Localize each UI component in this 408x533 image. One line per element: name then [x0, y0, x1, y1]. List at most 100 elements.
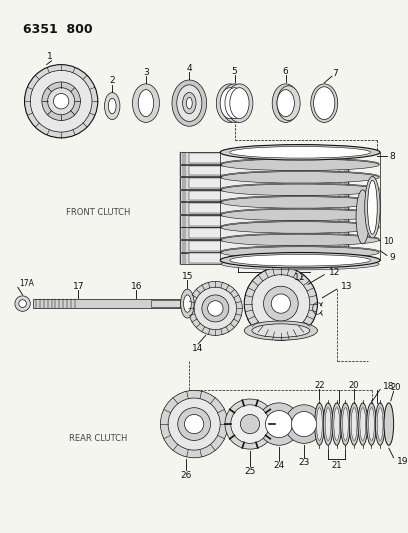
Circle shape	[168, 398, 220, 450]
Circle shape	[42, 82, 80, 120]
Bar	[180, 253, 348, 264]
Ellipse shape	[230, 88, 249, 118]
Ellipse shape	[221, 197, 379, 208]
Ellipse shape	[177, 85, 202, 122]
Ellipse shape	[221, 196, 379, 207]
Ellipse shape	[184, 295, 191, 312]
Text: 8: 8	[390, 152, 395, 160]
Text: 9: 9	[390, 253, 395, 262]
Bar	[180, 203, 348, 214]
Ellipse shape	[244, 321, 317, 340]
Ellipse shape	[181, 289, 194, 318]
Ellipse shape	[221, 259, 379, 270]
Text: 18: 18	[383, 382, 395, 391]
Circle shape	[202, 295, 229, 322]
Circle shape	[244, 267, 317, 340]
Text: 17: 17	[73, 282, 84, 291]
Circle shape	[208, 301, 223, 316]
Ellipse shape	[221, 172, 379, 183]
Text: 7: 7	[332, 69, 338, 78]
Bar	[33, 299, 180, 309]
Ellipse shape	[351, 408, 357, 440]
Text: 4: 4	[186, 64, 192, 73]
Circle shape	[30, 70, 92, 132]
Ellipse shape	[186, 98, 192, 109]
Ellipse shape	[375, 403, 385, 445]
Ellipse shape	[334, 408, 339, 440]
Ellipse shape	[221, 222, 379, 233]
Ellipse shape	[230, 254, 370, 266]
Bar	[180, 215, 348, 227]
Ellipse shape	[221, 158, 379, 169]
Bar	[180, 190, 348, 201]
Ellipse shape	[325, 408, 331, 440]
Bar	[189, 191, 339, 200]
Ellipse shape	[343, 408, 348, 440]
Circle shape	[48, 88, 75, 115]
Text: 11: 11	[295, 273, 306, 282]
Ellipse shape	[323, 403, 333, 445]
Circle shape	[19, 300, 27, 308]
Bar	[189, 179, 339, 188]
Ellipse shape	[172, 80, 207, 126]
Ellipse shape	[367, 403, 376, 445]
Text: 2: 2	[109, 76, 115, 85]
Circle shape	[258, 403, 300, 445]
Text: FRONT CLUTCH: FRONT CLUTCH	[66, 207, 130, 216]
Bar	[151, 300, 180, 308]
Bar	[180, 152, 348, 164]
Circle shape	[53, 93, 69, 109]
Circle shape	[15, 296, 30, 311]
Bar	[189, 254, 339, 263]
Ellipse shape	[317, 408, 322, 440]
Ellipse shape	[341, 403, 350, 445]
Ellipse shape	[368, 408, 375, 440]
Ellipse shape	[315, 403, 324, 445]
Circle shape	[160, 390, 228, 458]
Ellipse shape	[138, 90, 154, 117]
Ellipse shape	[356, 190, 370, 244]
Ellipse shape	[377, 408, 383, 440]
Text: 3: 3	[143, 68, 149, 77]
Text: 26: 26	[181, 471, 192, 480]
Text: 6351  800: 6351 800	[22, 23, 92, 36]
Circle shape	[188, 281, 242, 335]
Ellipse shape	[230, 147, 370, 158]
Bar	[189, 154, 339, 163]
Text: 5: 5	[232, 67, 237, 76]
Circle shape	[24, 64, 98, 138]
Text: 14: 14	[192, 344, 204, 353]
Ellipse shape	[221, 234, 379, 246]
Text: 15: 15	[182, 272, 193, 281]
Text: 25: 25	[244, 467, 256, 476]
Bar	[189, 204, 339, 213]
Ellipse shape	[221, 221, 379, 232]
Bar	[180, 165, 348, 176]
Circle shape	[194, 287, 237, 329]
Ellipse shape	[221, 159, 379, 171]
Text: 19: 19	[397, 457, 408, 466]
Text: 24: 24	[273, 461, 284, 470]
Ellipse shape	[220, 253, 380, 268]
Bar	[189, 241, 339, 251]
Ellipse shape	[311, 84, 338, 123]
Ellipse shape	[221, 247, 379, 259]
Ellipse shape	[226, 84, 253, 123]
Bar	[180, 240, 348, 252]
Ellipse shape	[225, 88, 244, 118]
Ellipse shape	[221, 233, 379, 245]
Text: 16: 16	[131, 282, 142, 291]
Ellipse shape	[349, 403, 359, 445]
Ellipse shape	[277, 86, 300, 120]
Bar	[189, 166, 339, 175]
Ellipse shape	[220, 88, 239, 118]
Text: 20: 20	[349, 381, 359, 390]
Bar	[189, 216, 339, 225]
Circle shape	[231, 405, 269, 443]
Ellipse shape	[368, 180, 377, 234]
Ellipse shape	[216, 84, 243, 123]
Ellipse shape	[221, 84, 248, 123]
Ellipse shape	[272, 84, 299, 123]
Text: 17A: 17A	[20, 279, 35, 288]
Circle shape	[271, 294, 290, 313]
